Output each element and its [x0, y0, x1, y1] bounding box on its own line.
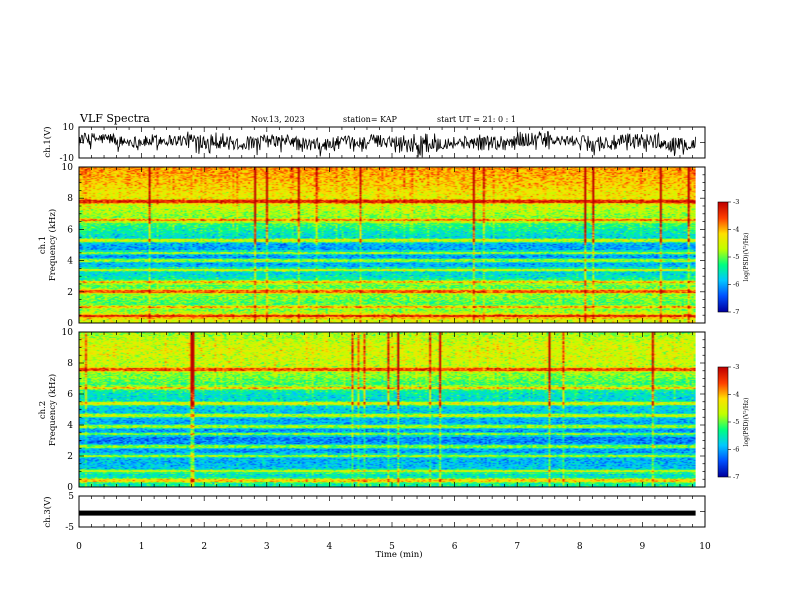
x-tick-label: 3 — [264, 542, 270, 552]
freq-tick-label: 8 — [67, 359, 73, 369]
x-tick-label: 4 — [327, 542, 333, 552]
x-tick-label: 10 — [699, 542, 711, 552]
colorbar-tick-label: -7 — [733, 473, 739, 481]
colorbar-tick-label: -3 — [733, 363, 739, 371]
ch1-colorbar-gradient — [718, 202, 728, 312]
ch1-waveform-ylabel: ch.1(V) — [42, 126, 53, 157]
x-axis-label: Time (min) — [375, 549, 422, 560]
ch3-ytick-bottom: -5 — [65, 523, 74, 533]
ch2-colorbar-ticks: -3 -4 -5 -6 -7 — [728, 363, 739, 481]
freq-tick-label: 0 — [67, 483, 73, 493]
ch1-waveform-trace — [78, 131, 696, 158]
ch2-colorbar-gradient — [718, 367, 728, 477]
x-tick-label: 0 — [76, 542, 82, 552]
ch3-waveform-ylabel: ch.3(V) — [42, 496, 53, 527]
ch2-spectrogram-panel: 0 2 4 6 8 10 ch.2 Frequency (kHz) — [38, 328, 706, 493]
ch1-colorbar-ticks: -3 -4 -5 -6 -7 — [728, 198, 739, 316]
x-tick-label: 8 — [577, 542, 583, 552]
x-tick-label: 7 — [514, 542, 520, 552]
x-tick-label: 6 — [452, 542, 458, 552]
freq-tick-label: 2 — [67, 288, 73, 298]
ch1-waveform-ticks — [78, 126, 706, 159]
colorbar-tick-label: -6 — [733, 281, 739, 289]
ch1-ytick-bottom: -10 — [60, 154, 75, 164]
ch1-colorbar-label: log(PSD)(V²/Hz) — [743, 233, 750, 282]
colorbar-tick-label: -3 — [733, 198, 739, 206]
freq-tick-label: 10 — [62, 328, 74, 338]
start-time-label: start UT = 21: 0 : 1 — [437, 115, 516, 124]
ch1-spectrogram-image — [79, 167, 696, 323]
x-tick-label: 2 — [201, 542, 207, 552]
ch1-ytick-top: 10 — [63, 123, 75, 133]
station-label: station= KAP — [343, 115, 398, 124]
freq-tick-label: 8 — [67, 194, 73, 204]
freq-tick-label: 4 — [67, 257, 73, 267]
freq-tick-label: 6 — [67, 390, 73, 400]
freq-tick-label: 10 — [62, 163, 74, 173]
ch2-colorbar: -3 -4 -5 -6 -7 log(PSD)(V²/Hz) — [717, 363, 750, 481]
x-tick-label: 1 — [139, 542, 145, 552]
figure-title: VLF Spectra — [79, 112, 150, 125]
ch2-spectrogram-image — [79, 332, 696, 487]
ch2-spectrogram-ylabel-channel: ch.2 — [38, 401, 48, 419]
colorbar-tick-label: -4 — [733, 226, 739, 234]
ch1-spectrogram-ticks — [78, 166, 706, 324]
colorbar-tick-label: -5 — [733, 253, 739, 261]
ch3-waveform-panel: 5 -5 ch.3(V) — [42, 492, 706, 533]
ch1-colorbar: -3 -4 -5 -6 -7 log(PSD)(V²/Hz) — [717, 198, 750, 316]
ch3-waveform-ticks — [78, 495, 706, 528]
colorbar-tick-label: -6 — [733, 446, 739, 454]
ch1-spectrogram-panel: 0 2 4 6 8 10 ch.1 Frequency (kHz) — [38, 163, 706, 329]
ch3-waveform-band — [79, 510, 696, 516]
date-label: Nov.13, 2023 — [251, 115, 305, 124]
colorbar-tick-label: -4 — [733, 391, 739, 399]
ch2-colorbar-label: log(PSD)(V²/Hz) — [743, 398, 750, 447]
ch1-waveform-panel: 10 -10 ch.1(V) — [42, 123, 706, 164]
ch3-ytick-top: 5 — [68, 492, 74, 502]
freq-tick-label: 6 — [67, 225, 73, 235]
ch1-spectrogram-ylabel-channel: ch.1 — [38, 236, 48, 254]
x-tick-label: 9 — [640, 542, 646, 552]
ch1-freq-tick-labels: 0 2 4 6 8 10 — [62, 163, 74, 329]
x-tick-label: 5 — [389, 542, 395, 552]
freq-tick-label: 0 — [67, 319, 73, 329]
freq-tick-label: 2 — [67, 452, 73, 462]
freq-tick-label: 4 — [67, 421, 73, 431]
ch1-spectrogram-ylabel-freq: Frequency (kHz) — [47, 209, 58, 281]
x-tick-labels: 0 1 2 3 4 5 6 7 8 9 10 — [76, 542, 711, 552]
ch2-spectrogram-ylabel-freq: Frequency (kHz) — [47, 374, 58, 446]
colorbar-tick-label: -7 — [733, 308, 739, 316]
ch2-freq-tick-labels: 0 2 4 6 8 10 — [62, 328, 74, 493]
colorbar-tick-label: -5 — [733, 418, 739, 426]
ch2-spectrogram-ticks — [78, 331, 706, 488]
